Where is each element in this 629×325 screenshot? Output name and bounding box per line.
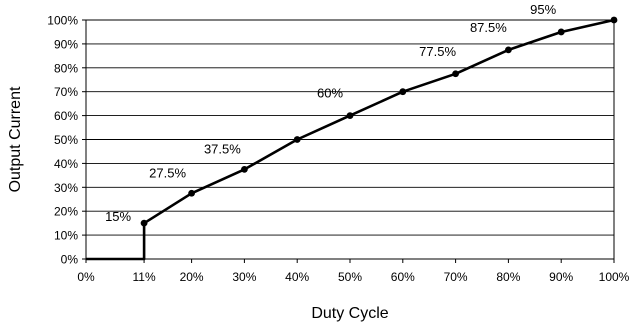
x-tick-label: 30% [232, 270, 256, 284]
x-tick-label: 0% [77, 270, 95, 284]
tick-labels: 0% 10% 20% 30% 40% 50% 60% 70% 80% 90% 100% 0% 11% 20… [47, 14, 629, 285]
data-label: 15% [105, 209, 131, 224]
x-tick-label: 70% [444, 270, 468, 284]
y-tick-label: 50% [54, 133, 78, 147]
data-point [140, 219, 148, 227]
data-label: 60% [317, 86, 343, 101]
data-labels: 15% 27.5% 37.5% 60% 77.5% 87.5% 95% [105, 2, 557, 224]
x-tick-label: 11% [133, 270, 156, 284]
y-tick-label: 20% [54, 205, 78, 219]
data-label: 95% [530, 2, 556, 17]
y-tick-label: 80% [54, 61, 78, 75]
data-label: 37.5% [204, 141, 241, 156]
y-tick-label: 100% [47, 14, 78, 28]
y-tick-label: 90% [54, 37, 78, 51]
x-tick-label: 90% [549, 270, 573, 284]
data-label: 27.5% [149, 165, 186, 180]
y-tick-label: 60% [54, 109, 78, 123]
data-point [188, 189, 196, 197]
data-point [610, 16, 618, 24]
data-point [346, 112, 354, 119]
x-tick-label: 40% [285, 270, 309, 284]
data-point [293, 136, 301, 143]
data-point [241, 165, 248, 173]
gridlines [86, 19, 614, 236]
y-tick-label: 70% [54, 85, 78, 99]
x-tick-label: 50% [338, 270, 362, 284]
series-line-layer [86, 18, 615, 261]
series-points [140, 16, 618, 227]
x-tick-label: 20% [180, 270, 204, 284]
series-line [86, 18, 615, 261]
data-point [557, 28, 565, 36]
x-tick-label: 80% [496, 270, 520, 284]
x-axis-title: Duty Cycle [311, 305, 388, 322]
data-point [452, 70, 459, 78]
data-label: 87.5% [470, 20, 507, 35]
axes [82, 19, 615, 263]
y-tick-label: 0% [61, 253, 79, 267]
y-tick-label: 30% [54, 181, 78, 195]
x-tick-label: 60% [391, 270, 415, 284]
data-label: 77.5% [419, 44, 456, 59]
y-tick-label: 40% [54, 157, 78, 171]
x-tick-label: 100% [599, 270, 629, 284]
y-tick-label: 10% [54, 229, 78, 243]
data-point [505, 46, 512, 54]
y-axis-title: Output Current [7, 86, 24, 192]
data-point [399, 88, 407, 96]
